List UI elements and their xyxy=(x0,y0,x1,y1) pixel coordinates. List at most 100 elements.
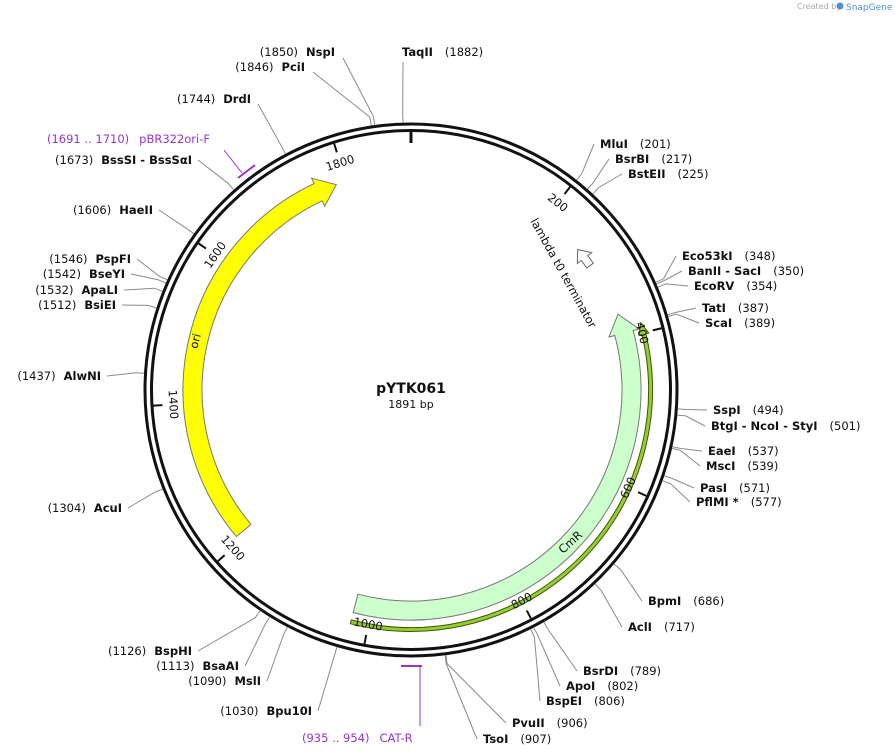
site-position: (1532) xyxy=(35,283,73,297)
site-leader xyxy=(664,475,695,489)
site-position: (789) xyxy=(630,664,661,678)
site-leader xyxy=(657,283,689,288)
site-leader xyxy=(123,287,163,292)
site-position: (1030) xyxy=(220,704,258,718)
site-leader xyxy=(668,313,700,324)
site-name: ScaI xyxy=(705,316,732,330)
primer-label: (935 .. 954) CAT-R xyxy=(302,731,413,745)
site-position: (217) xyxy=(661,152,692,166)
ring-outer xyxy=(143,122,679,658)
site-label: BpmI (686) xyxy=(648,594,724,608)
site-position: (802) xyxy=(607,679,638,693)
site-name: MscI xyxy=(706,459,735,473)
site-label: (1744) DrdI xyxy=(177,92,251,106)
feature-arrow xyxy=(576,248,594,269)
site-name: DrdI xyxy=(223,92,251,106)
site-leader xyxy=(445,655,507,724)
site-leader xyxy=(543,621,578,672)
tick-mark xyxy=(333,143,338,153)
site-name: AcuI xyxy=(94,501,122,515)
site-label: PflMI * (577) xyxy=(696,495,782,509)
site-leader xyxy=(158,209,195,235)
site-label: MluI (201) xyxy=(600,137,671,151)
site-name: BseYI xyxy=(89,267,125,281)
site-leader xyxy=(587,158,610,190)
site-leader xyxy=(197,610,261,652)
site-position: (1113) xyxy=(156,659,194,673)
primer-range: (1691 .. 1710) xyxy=(47,132,129,146)
site-leader xyxy=(197,159,235,191)
site-leader xyxy=(667,307,697,316)
site-label: AclI (717) xyxy=(628,620,695,634)
site-name: Bpu10I xyxy=(267,704,312,718)
primer-label: (1691 .. 1710) pBR322ori-F xyxy=(47,132,210,146)
site-label: BsrBI (217) xyxy=(615,152,692,166)
site-label: TsoI (907) xyxy=(483,732,551,746)
site-leader xyxy=(266,627,288,682)
site-leader xyxy=(672,446,703,452)
site-name: PvuII xyxy=(512,716,545,730)
site-leader xyxy=(592,173,623,195)
site-name: BssSI - BssSαI xyxy=(101,153,192,167)
tick-label: 400 xyxy=(633,321,652,346)
site-position: (225) xyxy=(678,167,709,181)
site-name: PflMI * xyxy=(696,495,739,509)
site-position: (350) xyxy=(773,264,804,278)
site-name: Eco53kI xyxy=(682,249,733,263)
plasmid-length: 1891 bp xyxy=(388,398,433,411)
created-by: Created by xyxy=(797,2,841,11)
site-name: EcoRV xyxy=(694,279,734,293)
site-leader xyxy=(312,71,372,126)
site-position: (1546) xyxy=(49,252,87,266)
primer-name: pBR322ori-F xyxy=(139,132,210,146)
site-label: (1850) NspI xyxy=(260,45,335,59)
site-position: (806) xyxy=(594,694,625,708)
site-position: (577) xyxy=(751,495,782,509)
site-leader xyxy=(530,629,541,702)
site-position: (686) xyxy=(693,594,724,608)
site-name: BsrDI xyxy=(583,664,618,678)
site-label: (1113) BsaAI xyxy=(156,659,239,673)
site-name: BtgI - NcoI - StyI xyxy=(711,419,818,433)
site-name: BsaAI xyxy=(202,659,239,673)
site-position: (354) xyxy=(746,279,777,293)
primer-leader xyxy=(223,149,243,174)
site-leader xyxy=(677,414,706,427)
site-leader xyxy=(662,480,691,503)
site-label: (1304) AcuI xyxy=(48,501,122,515)
site-position: (539) xyxy=(747,459,778,473)
site-position: (906) xyxy=(557,716,588,730)
site-position: (571) xyxy=(739,481,770,495)
site-leader xyxy=(677,408,708,411)
site-name: AclI xyxy=(628,620,652,634)
tick-mark xyxy=(217,554,226,562)
site-leader xyxy=(655,255,677,283)
feature-arrow xyxy=(349,321,653,632)
site-label: BstEII (225) xyxy=(628,167,708,181)
site-name: SspI xyxy=(713,403,741,417)
tick-mark xyxy=(198,242,207,250)
feature-arrow xyxy=(182,177,338,538)
site-name: BsrBI xyxy=(615,152,649,166)
site-leader xyxy=(317,646,338,712)
site-name: ApaLI xyxy=(82,283,119,297)
site-name: NspI xyxy=(306,45,335,59)
site-position: (389) xyxy=(744,316,775,330)
plasmid-name: pYTK061 xyxy=(376,381,446,397)
site-leader xyxy=(533,627,561,687)
site-position: (1744) xyxy=(177,92,215,106)
site-leader xyxy=(130,273,166,284)
site-leader xyxy=(576,143,595,181)
site-leader xyxy=(594,583,623,628)
site-name: BsiEI xyxy=(84,298,116,312)
site-name: MluI xyxy=(600,137,628,151)
site-label: BsrDI (789) xyxy=(583,664,661,678)
site-label: TatI (387) xyxy=(702,301,769,315)
tick-mark xyxy=(637,491,647,497)
tick-label: 1200 xyxy=(218,532,248,563)
site-label: BtgI - NcoI - StyI (501) xyxy=(711,419,860,433)
site-label: SspI (494) xyxy=(713,403,784,417)
site-name: TatI xyxy=(702,301,726,315)
